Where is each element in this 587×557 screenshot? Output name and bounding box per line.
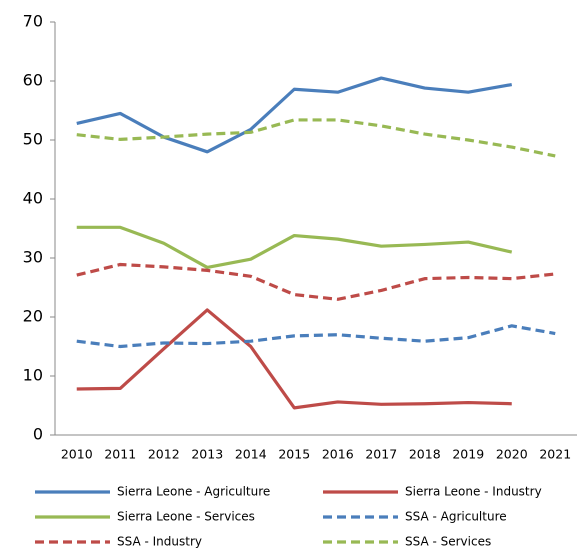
series-line bbox=[76, 324, 556, 349]
y-tick-label: 70 bbox=[23, 12, 43, 31]
x-tick-label: 2010 bbox=[61, 447, 93, 462]
x-tick-label: 2011 bbox=[104, 447, 136, 462]
legend-label: Sierra Leone - Services bbox=[117, 510, 255, 524]
y-tick-label: 30 bbox=[23, 248, 43, 267]
series-line bbox=[76, 118, 556, 158]
x-tick-label: 2013 bbox=[191, 447, 223, 462]
legend-label: SSA - Industry bbox=[117, 535, 202, 549]
x-tick-label: 2017 bbox=[365, 447, 397, 462]
x-tick-label: 2015 bbox=[278, 447, 310, 462]
legend-label: Sierra Leone - Industry bbox=[405, 485, 542, 499]
y-tick-label: 50 bbox=[23, 130, 43, 149]
series-line bbox=[76, 225, 513, 270]
x-tick-label: 2012 bbox=[148, 447, 180, 462]
series-line bbox=[76, 308, 512, 410]
y-tick-label: 0 bbox=[33, 425, 43, 444]
series-line bbox=[76, 76, 513, 154]
series-line bbox=[76, 262, 556, 301]
y-tick-label: 60 bbox=[23, 71, 43, 90]
legend-label: SSA - Agriculture bbox=[405, 510, 507, 524]
y-tick-label: 20 bbox=[23, 307, 43, 326]
legend-label: Sierra Leone - Agriculture bbox=[117, 485, 270, 499]
legend-label: SSA - Services bbox=[405, 535, 491, 549]
x-tick-label: 2016 bbox=[322, 447, 354, 462]
x-tick-label: 2019 bbox=[452, 447, 484, 462]
y-tick-label: 10 bbox=[23, 366, 43, 385]
x-tick-label: 2014 bbox=[235, 447, 267, 462]
x-tick-label: 2020 bbox=[496, 447, 528, 462]
x-tick-label: 2018 bbox=[409, 447, 441, 462]
x-tick-label: 2021 bbox=[539, 447, 571, 462]
y-tick-label: 40 bbox=[23, 189, 43, 208]
